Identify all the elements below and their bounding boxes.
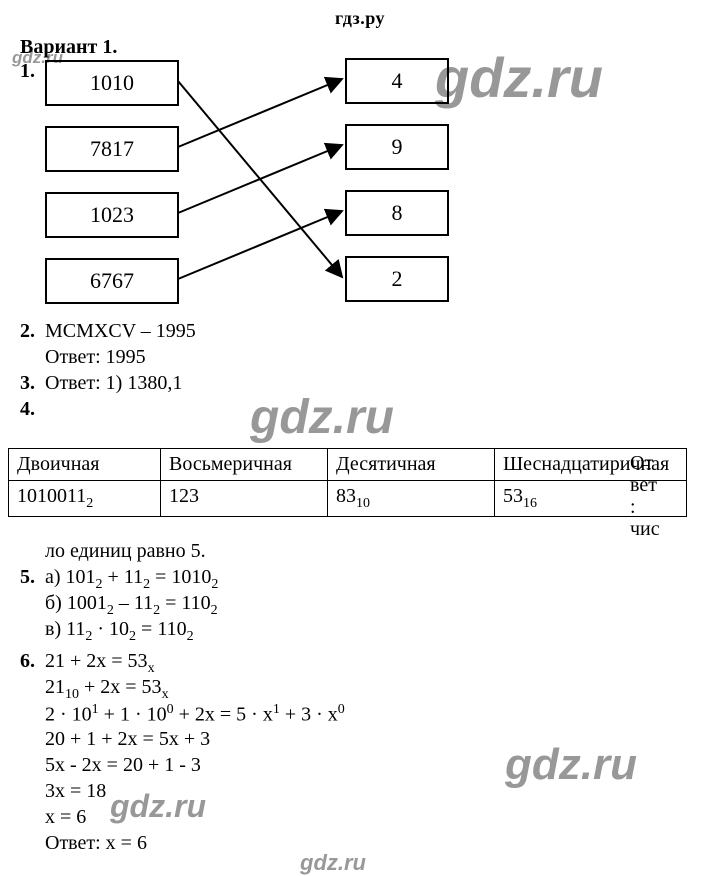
q5-number: 5. bbox=[20, 566, 35, 589]
q6-line: x = 6 bbox=[45, 806, 86, 829]
q5-item: а) 1012 + 112 = 10102 bbox=[45, 566, 218, 593]
watermark: gdz.ru bbox=[110, 788, 206, 825]
q1-left-box: 6767 bbox=[45, 258, 179, 304]
q6-number: 6. bbox=[20, 650, 35, 673]
watermark: gdz.ru bbox=[300, 850, 366, 876]
q1-left-box: 1023 bbox=[45, 192, 179, 238]
q4-data-cell: 8310 bbox=[328, 481, 495, 517]
q2-number: 2. bbox=[20, 320, 35, 343]
q4-header-cell: Шеснадцатиричная bbox=[495, 449, 687, 481]
watermark: gdz.ru bbox=[505, 740, 637, 790]
q5-item: в) 112 · 102 = 1102 bbox=[45, 618, 194, 645]
q6-line: 2110 + 2x = 53x bbox=[45, 676, 169, 703]
q3-number: 3. bbox=[20, 372, 35, 395]
q1-left-box: 7817 bbox=[45, 126, 179, 172]
q6-line: 3x = 18 bbox=[45, 780, 106, 803]
q4-side-fragment: чис bbox=[630, 516, 660, 542]
q3-line1: Ответ: 1) 1380,1 bbox=[45, 372, 182, 395]
q6-line: Ответ: x = 6 bbox=[45, 832, 147, 855]
q4-header-cell: Восьмеричная bbox=[161, 449, 328, 481]
watermark: gdz.ru bbox=[435, 45, 603, 110]
q1-right-box: 4 bbox=[345, 58, 449, 104]
q4-header-cell: Двоичная bbox=[9, 449, 161, 481]
q1-right-box: 2 bbox=[345, 256, 449, 302]
q1-right-box: 8 bbox=[345, 190, 449, 236]
q6-line: 20 + 1 + 2x = 5x + 3 bbox=[45, 728, 210, 751]
q2-line2: Ответ: 1995 bbox=[45, 346, 146, 369]
q4-after-text: ло единиц равно 5. bbox=[45, 540, 206, 563]
q4-data-cell: 10100112 bbox=[9, 481, 161, 517]
site-header: гдз.ру bbox=[0, 8, 720, 29]
q1-number: 1. bbox=[20, 60, 35, 83]
q1-right-box: 9 bbox=[345, 124, 449, 170]
q4-data-cell: 123 bbox=[161, 481, 328, 517]
q1-left-box: 1010 bbox=[45, 60, 179, 106]
watermark: gdz.ru bbox=[250, 390, 394, 445]
variant-title: Вариант 1. bbox=[20, 36, 117, 59]
q4-data-cell: 5316 bbox=[495, 481, 687, 517]
q5-item: б) 10012 – 112 = 1102 bbox=[45, 592, 218, 619]
q4-table: ДвоичнаяВосьмеричнаяДесятичнаяШеснадцати… bbox=[8, 448, 687, 517]
q4-number: 4. bbox=[20, 398, 35, 421]
q6-line: 21 + 2x = 53x bbox=[45, 650, 155, 677]
q6-line: 2 · 101 + 1 · 100 + 2x = 5 · x1 + 3 · x0 bbox=[45, 702, 345, 727]
header-text: гдз.ру bbox=[335, 8, 385, 28]
q4-header-cell: Десятичная bbox=[328, 449, 495, 481]
q6-line: 5x - 2x = 20 + 1 - 3 bbox=[45, 754, 201, 777]
q2-line1: MCMXCV – 1995 bbox=[45, 320, 196, 343]
